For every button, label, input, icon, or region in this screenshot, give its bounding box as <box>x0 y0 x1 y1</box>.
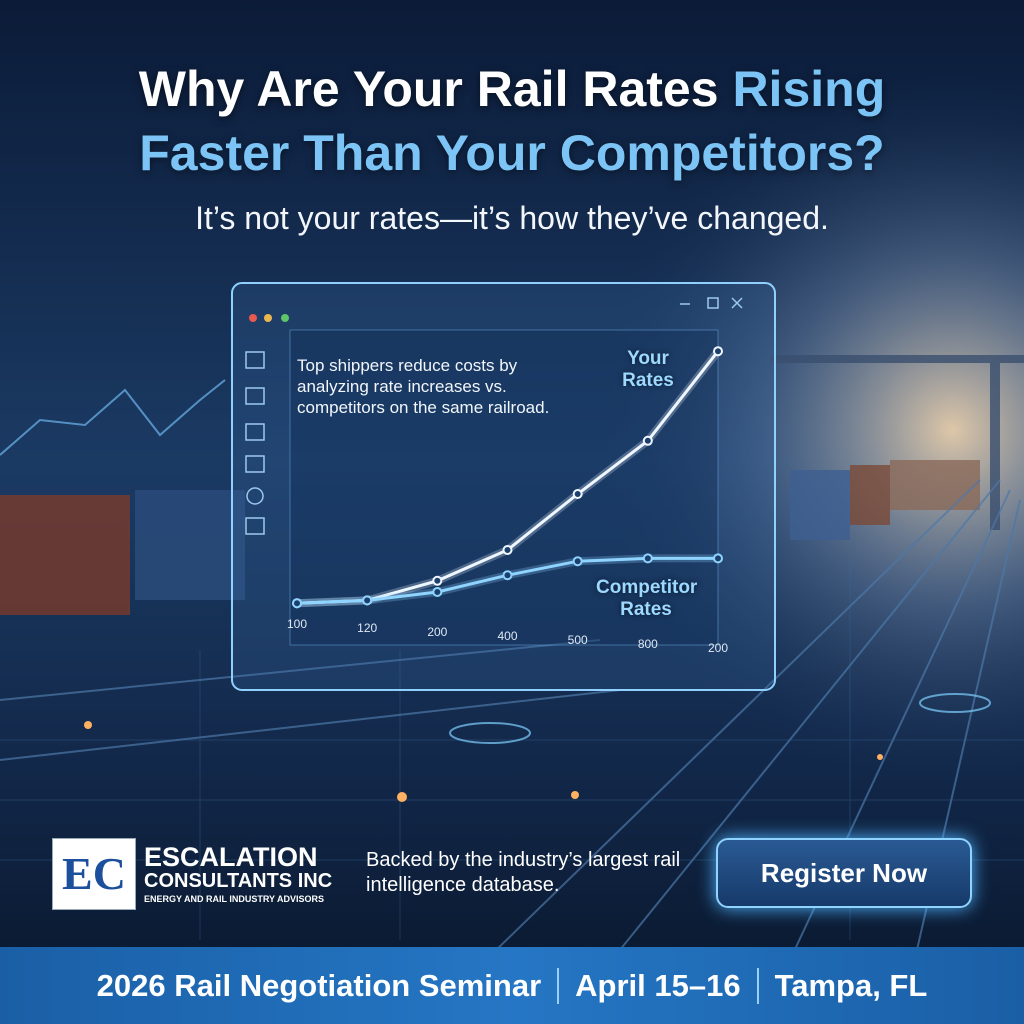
logo-mark: EC <box>52 838 136 910</box>
x-tick-label: 200 <box>427 625 447 639</box>
series-label: Your Rates <box>622 348 674 391</box>
data-point <box>362 595 373 606</box>
backing-text: Backed by the industry’s largest rail in… <box>366 849 681 896</box>
x-tick-label: 800 <box>638 637 658 651</box>
data-point <box>572 556 583 567</box>
data-point <box>713 553 723 564</box>
data-point <box>642 435 653 446</box>
headline-highlight: Rising <box>732 61 886 117</box>
logo-name: CONSULTANTS INC <box>144 870 333 892</box>
data-point <box>432 587 443 597</box>
footer-item: April 15–16 <box>575 967 741 1003</box>
headline-text: Why Are Your Rail Rates <box>138 61 719 117</box>
series-label: Competitor Rates <box>596 577 698 620</box>
logo-tagline: ENERGY AND RAIL INDUSTRY ADVISORS <box>144 894 325 904</box>
separator <box>756 967 759 1004</box>
x-tick-label: 100 <box>287 617 307 631</box>
x-tick-label: 500 <box>568 633 588 647</box>
headline-line-2: Faster Than Your Competitors? <box>139 125 885 181</box>
data-point <box>713 346 723 357</box>
separator <box>557 967 560 1004</box>
subheadline: It’s not your rates—it’s how they’ve cha… <box>195 200 829 236</box>
x-tick-label: 200 <box>708 641 728 655</box>
footer-bar: 2026 Rail Negotiation Seminar April 15–1… <box>0 947 1024 1024</box>
data-point <box>642 553 653 564</box>
headline-line-1: Why Are Your Rail Rates Rising <box>0 60 1024 118</box>
data-point <box>292 598 302 609</box>
register-button[interactable]: Register Now <box>716 838 972 908</box>
x-tick-label: 400 <box>497 629 517 643</box>
x-tick-label: 120 <box>357 621 377 635</box>
data-point <box>502 570 513 581</box>
footer-item: Tampa, FL <box>774 967 928 1003</box>
data-point <box>572 489 583 499</box>
chart-note: Top shippers reduce costs by analyzing r… <box>297 356 550 417</box>
logo-name: ESCALATION <box>144 842 318 872</box>
data-point <box>502 545 513 555</box>
data-point <box>432 575 443 586</box>
footer-item: 2026 Rail Negotiation Seminar <box>96 967 542 1003</box>
